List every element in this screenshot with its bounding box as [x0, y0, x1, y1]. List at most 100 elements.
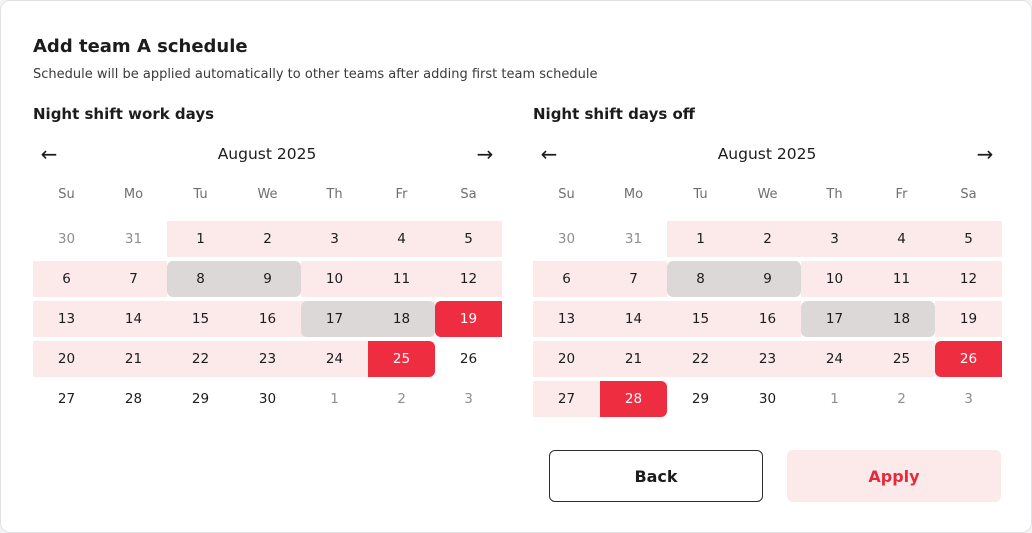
day-cell[interactable]: 14 [124, 311, 143, 327]
arrow-right-icon[interactable]: → [476, 142, 494, 166]
day-cell[interactable]: 23 [758, 351, 777, 367]
day-cell[interactable]: 26 [959, 351, 978, 367]
day-cell[interactable]: 25 [392, 351, 411, 367]
day-cell[interactable]: 1 [330, 391, 339, 407]
weekday-mon: Mo [123, 187, 144, 202]
day-cell[interactable]: 27 [57, 391, 76, 407]
day-cell[interactable]: 16 [758, 311, 777, 327]
day-cell[interactable]: 6 [62, 271, 71, 287]
day-cell[interactable]: 2 [263, 231, 272, 247]
weekday-header: Su Mo Tu We Th Fr Sa [33, 187, 501, 205]
day-cell[interactable]: 10 [325, 271, 344, 287]
range-highlight [33, 341, 368, 377]
day-cell[interactable]: 2 [763, 231, 772, 247]
day-grid: 30 31 1 2 3 4 5 6 7 8 9 10 11 12 13 14 15 16 17 18 19 20 21 22 2… [533, 221, 1002, 421]
day-cell[interactable]: 25 [892, 351, 911, 367]
day-cell[interactable]: 15 [191, 311, 210, 327]
day-cell[interactable]: 30 [758, 391, 777, 407]
weekday-sun: Su [58, 187, 75, 202]
range-highlight [533, 301, 801, 337]
day-cell[interactable]: 31 [624, 231, 643, 247]
day-cell[interactable]: 2 [397, 391, 406, 407]
day-cell[interactable]: 21 [624, 351, 643, 367]
day-cell[interactable]: 1 [696, 231, 705, 247]
day-cell[interactable]: 13 [557, 311, 576, 327]
day-cell[interactable]: 21 [124, 351, 143, 367]
selected-day-highlight [435, 301, 502, 337]
day-cell[interactable]: 18 [392, 311, 411, 327]
day-cell[interactable]: 3 [964, 391, 973, 407]
day-cell[interactable]: 9 [763, 271, 772, 287]
day-cell[interactable]: 17 [825, 311, 844, 327]
calendar-title: Night shift work days [33, 105, 215, 123]
day-cell[interactable]: 24 [825, 351, 844, 367]
arrow-right-icon[interactable]: → [976, 142, 994, 166]
day-cell[interactable]: 11 [392, 271, 411, 287]
day-cell[interactable]: 5 [464, 231, 473, 247]
selected-day-highlight [600, 381, 667, 417]
day-cell[interactable]: 4 [897, 231, 906, 247]
day-cell[interactable]: 29 [691, 391, 710, 407]
arrow-left-icon[interactable]: ← [40, 142, 58, 166]
day-cell[interactable]: 5 [964, 231, 973, 247]
day-cell[interactable]: 30 [57, 231, 76, 247]
day-cell[interactable]: 10 [825, 271, 844, 287]
day-cell[interactable]: 3 [830, 231, 839, 247]
weekday-sat: Sa [460, 187, 477, 202]
day-cell[interactable]: 30 [557, 231, 576, 247]
day-cell[interactable]: 19 [459, 311, 478, 327]
day-cell[interactable]: 1 [196, 231, 205, 247]
day-cell[interactable]: 3 [330, 231, 339, 247]
day-cell[interactable]: 22 [691, 351, 710, 367]
day-cell[interactable]: 6 [562, 271, 571, 287]
day-cell[interactable]: 12 [459, 271, 478, 287]
dialog-subtitle: Schedule will be applied automatically t… [33, 67, 598, 82]
day-cell[interactable]: 20 [57, 351, 76, 367]
day-cell[interactable]: 30 [258, 391, 277, 407]
day-cell[interactable]: 23 [258, 351, 277, 367]
range-highlight [801, 261, 1002, 297]
day-cell[interactable]: 20 [557, 351, 576, 367]
range-highlight [533, 261, 667, 297]
day-cell[interactable]: 1 [830, 391, 839, 407]
day-cell[interactable]: 31 [124, 231, 143, 247]
apply-button[interactable]: Apply [787, 450, 1001, 502]
weekday-tue: Tu [193, 187, 208, 202]
day-cell[interactable]: 4 [397, 231, 406, 247]
range-highlight [301, 261, 502, 297]
day-cell[interactable]: 12 [959, 271, 978, 287]
day-cell[interactable]: 7 [629, 271, 638, 287]
range-highlight-gray [801, 301, 935, 337]
day-cell[interactable]: 11 [892, 271, 911, 287]
day-cell[interactable]: 22 [191, 351, 210, 367]
month-nav: ← August 2025 → [33, 143, 501, 167]
day-cell[interactable]: 2 [897, 391, 906, 407]
day-cell[interactable]: 27 [557, 391, 576, 407]
weekday-wed: We [757, 187, 778, 202]
day-cell[interactable]: 9 [263, 271, 272, 287]
range-highlight [533, 381, 600, 417]
day-cell[interactable]: 8 [696, 271, 705, 287]
day-cell[interactable]: 29 [191, 391, 210, 407]
day-grid: 30 31 1 2 3 4 5 6 7 8 9 10 11 12 13 14 15 16 17 18 19 20 21 22 2… [33, 221, 502, 421]
day-cell[interactable]: 18 [892, 311, 911, 327]
day-cell[interactable]: 8 [196, 271, 205, 287]
day-cell[interactable]: 7 [129, 271, 138, 287]
day-cell[interactable]: 28 [124, 391, 143, 407]
day-cell[interactable]: 17 [325, 311, 344, 327]
day-cell[interactable]: 28 [624, 391, 643, 407]
range-highlight [533, 341, 935, 377]
day-cell[interactable]: 13 [57, 311, 76, 327]
day-cell[interactable]: 19 [959, 311, 978, 327]
back-button[interactable]: Back [549, 450, 763, 502]
day-cell[interactable]: 15 [691, 311, 710, 327]
day-cell[interactable]: 3 [464, 391, 473, 407]
arrow-left-icon[interactable]: ← [540, 142, 558, 166]
range-highlight-gray [167, 261, 301, 297]
weekday-sat: Sa [960, 187, 977, 202]
day-cell[interactable]: 24 [325, 351, 344, 367]
day-cell[interactable]: 16 [258, 311, 277, 327]
day-cell[interactable]: 26 [459, 351, 478, 367]
day-cell[interactable]: 14 [624, 311, 643, 327]
month-label: August 2025 [717, 145, 817, 163]
